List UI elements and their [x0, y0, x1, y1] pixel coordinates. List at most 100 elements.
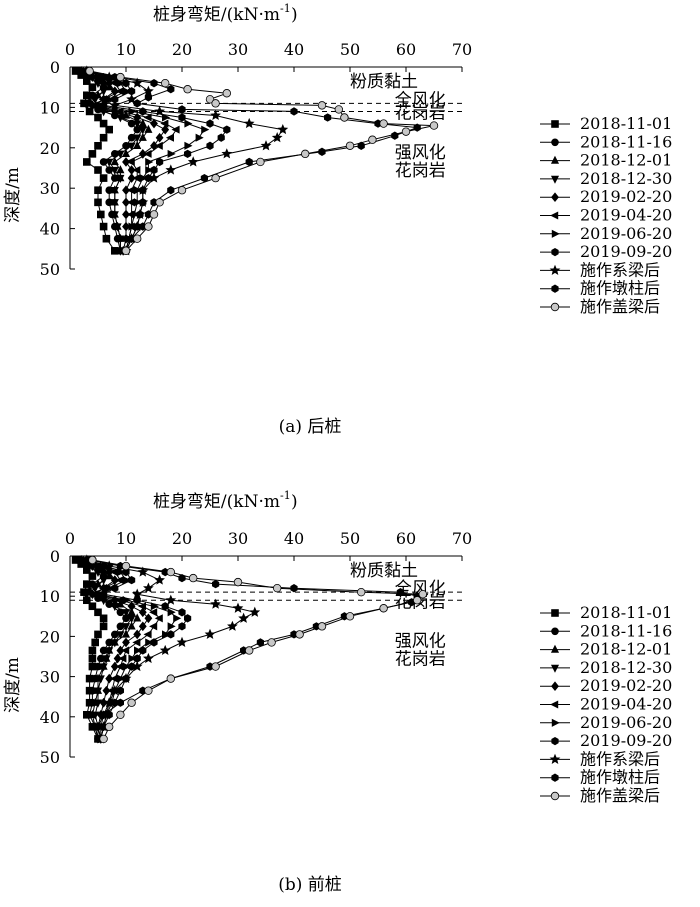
data-point [249, 606, 261, 617]
data-point [82, 590, 91, 600]
data-point [111, 583, 119, 593]
data-point [154, 574, 165, 585]
data-point [127, 698, 136, 707]
data-point [173, 614, 182, 623]
data-point [85, 107, 94, 116]
data-point [396, 588, 405, 597]
data-point [160, 78, 170, 88]
data-point [99, 119, 108, 128]
legend-marker [551, 192, 559, 203]
data-point [99, 222, 108, 231]
legend-marker [551, 773, 559, 782]
data-point [110, 166, 119, 175]
data-point [122, 221, 130, 232]
legend-label: 2019-06-20 [580, 713, 672, 732]
series-施作盖梁后 [88, 555, 427, 744]
legend-label: 2018-12-01 [580, 640, 672, 659]
data-point [145, 165, 154, 175]
data-point [139, 646, 147, 655]
data-point [143, 113, 152, 122]
data-point [206, 141, 214, 150]
data-point [138, 126, 147, 135]
data-point [122, 567, 130, 577]
series-line [75, 70, 116, 252]
data-point [121, 646, 130, 655]
data-point [91, 711, 100, 720]
y-tick-label: 10 [40, 587, 60, 606]
data-point [110, 157, 119, 166]
layer-label: 强风化 [395, 143, 446, 163]
data-point [150, 118, 158, 129]
data-point [391, 131, 399, 140]
y-tick-label: 40 [40, 220, 60, 239]
data-point [171, 125, 180, 134]
series-line [83, 559, 178, 740]
data-point [105, 647, 114, 656]
data-point [145, 157, 154, 166]
data-point [138, 607, 147, 618]
x-axis-title-close-b: ) [291, 492, 298, 512]
x-axis-title-sup-a: -1 [280, 2, 291, 15]
panel-a: 桩身弯矩/(kN·m -1 ) 深度/m (a) 后桩 0 10 20 30 40 50 6… [3, 2, 672, 437]
y-tick-label: 40 [40, 708, 60, 727]
data-point [106, 95, 115, 104]
data-point [154, 141, 163, 150]
data-point [122, 576, 131, 585]
data-point [290, 107, 298, 116]
data-point [368, 135, 377, 144]
data-point [133, 140, 142, 149]
data-point [99, 101, 108, 110]
data-point [122, 197, 130, 208]
data-point [102, 655, 111, 664]
data-point [99, 734, 108, 744]
data-point [131, 660, 143, 672]
series-line [80, 559, 150, 740]
data-point [121, 629, 131, 638]
data-point [217, 133, 225, 142]
data-point [132, 165, 141, 175]
data-point [103, 697, 115, 708]
y-tick-label: 30 [40, 179, 60, 198]
data-point [99, 88, 108, 97]
legend-label: 2019-04-20 [580, 695, 672, 714]
data-point [144, 173, 153, 183]
legend-marker [551, 681, 559, 692]
y-tick-label: 30 [40, 668, 60, 687]
data-point [121, 148, 131, 158]
data-point [113, 653, 122, 664]
x-tick-label: 70 [452, 529, 472, 548]
data-point [99, 590, 108, 599]
data-point [429, 121, 439, 130]
data-point [143, 149, 152, 158]
data-point [113, 223, 122, 232]
y-tick-label: 20 [40, 139, 60, 158]
data-point [126, 157, 135, 166]
data-point [379, 119, 388, 128]
data-point [143, 652, 154, 664]
data-point [126, 93, 137, 104]
y-tick-label: 10 [40, 98, 60, 117]
data-point [121, 561, 131, 571]
y-tick-label: 0 [50, 547, 60, 566]
data-point [116, 686, 125, 695]
data-point [183, 149, 192, 159]
data-point [94, 630, 102, 639]
data-point [121, 623, 131, 632]
data-point [128, 654, 137, 663]
data-point [94, 141, 102, 150]
y-tick-label: 50 [40, 260, 60, 279]
data-point [93, 687, 103, 696]
x-axis-title-close-a: ) [291, 5, 298, 25]
legend-marker [551, 138, 559, 147]
legend-marker [549, 753, 561, 764]
data-point [116, 599, 125, 608]
legend-label: 2019-06-20 [580, 224, 672, 243]
data-point [133, 646, 143, 655]
data-point [96, 675, 105, 684]
data-point [317, 101, 327, 110]
x-tick-label: 20 [172, 40, 192, 59]
legend-marker [550, 664, 560, 673]
data-point [139, 174, 148, 183]
data-point [149, 608, 158, 617]
data-point [94, 101, 103, 110]
